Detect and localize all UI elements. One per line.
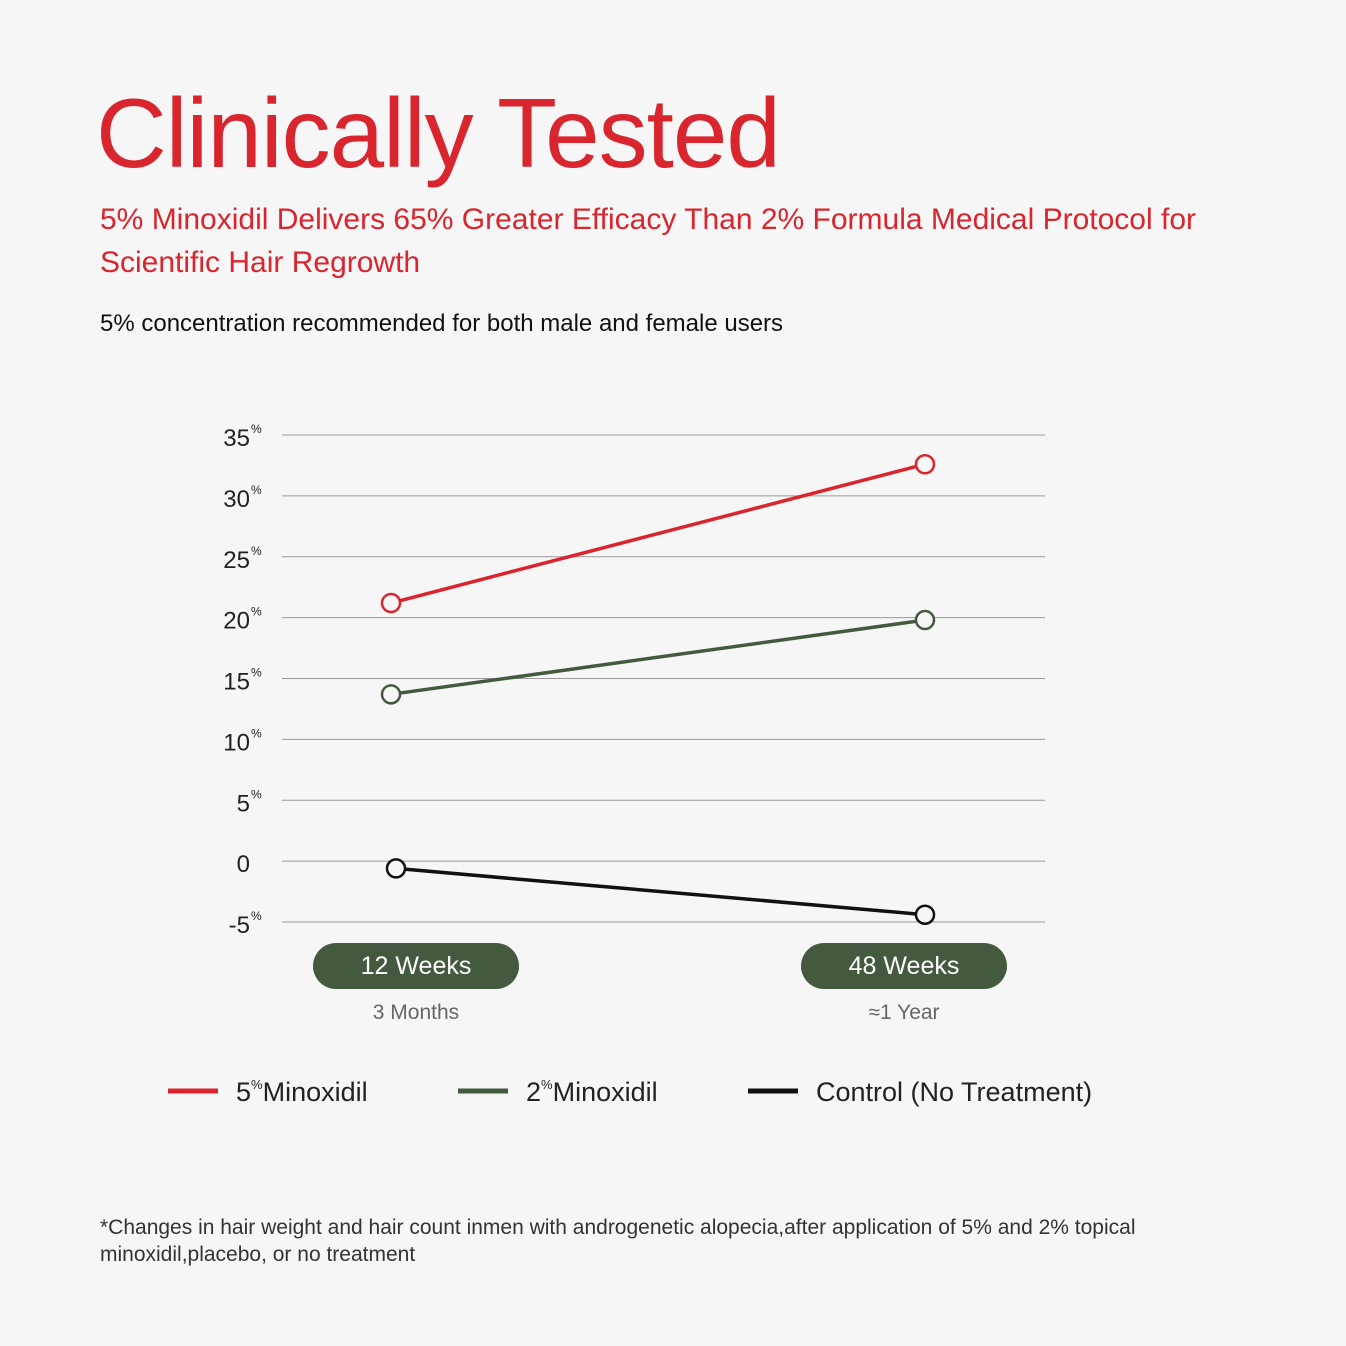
series-line bbox=[390, 618, 926, 697]
data-point bbox=[385, 858, 407, 879]
y-tick-label: 15 bbox=[223, 669, 250, 696]
x-category-sublabel: 3 Months bbox=[373, 1001, 459, 1024]
y-tick-unit: % bbox=[251, 726, 262, 740]
y-tick-unit: % bbox=[251, 787, 262, 801]
y-tick-label: -5 bbox=[229, 912, 250, 939]
data-point bbox=[380, 592, 402, 614]
recommendation-note: 5% concentration recommended for both ma… bbox=[100, 310, 784, 337]
data-point bbox=[914, 904, 936, 925]
y-tick-label: 35 bbox=[223, 425, 250, 452]
y-tick-unit: % bbox=[251, 605, 262, 619]
y-tick-unit: % bbox=[251, 909, 262, 923]
data-point bbox=[380, 684, 402, 705]
y-tick-unit: % bbox=[251, 666, 262, 680]
y-tick-label: 30 bbox=[223, 486, 250, 513]
x-category-pill bbox=[313, 943, 519, 989]
page-title: Clinically Tested bbox=[96, 78, 781, 188]
footnote: *Changes in hair weight and hair count i… bbox=[100, 1216, 1136, 1266]
y-tick-label: 10 bbox=[223, 729, 250, 756]
y-tick-label: 20 bbox=[223, 608, 250, 635]
y-tick-unit: % bbox=[251, 544, 262, 558]
series-line bbox=[390, 462, 926, 605]
y-tick-label: 5 bbox=[237, 790, 250, 817]
x-category-label: 12 Weeks bbox=[361, 952, 472, 980]
x-category-label: 48 Weeks bbox=[849, 952, 960, 980]
x-category-pill bbox=[801, 943, 1007, 989]
y-tick-unit: % bbox=[251, 422, 262, 436]
legend-entry: 2%Minoxidil bbox=[526, 1077, 658, 1107]
y-tick-label: 0 bbox=[237, 851, 250, 878]
series-line bbox=[395, 866, 926, 917]
page-subtitle: 5% Minoxidil Delivers 65% Greater Effica… bbox=[100, 203, 1196, 279]
legend-entry: 5%Minoxidil bbox=[236, 1077, 368, 1107]
x-category-sublabel: ≈1 Year bbox=[868, 1001, 939, 1024]
data-point bbox=[914, 453, 936, 475]
y-tick-unit: % bbox=[251, 483, 262, 497]
data-point bbox=[914, 609, 936, 631]
y-tick-label: 25 bbox=[223, 547, 250, 574]
legend-entry: Control (No Treatment) bbox=[816, 1077, 1092, 1107]
